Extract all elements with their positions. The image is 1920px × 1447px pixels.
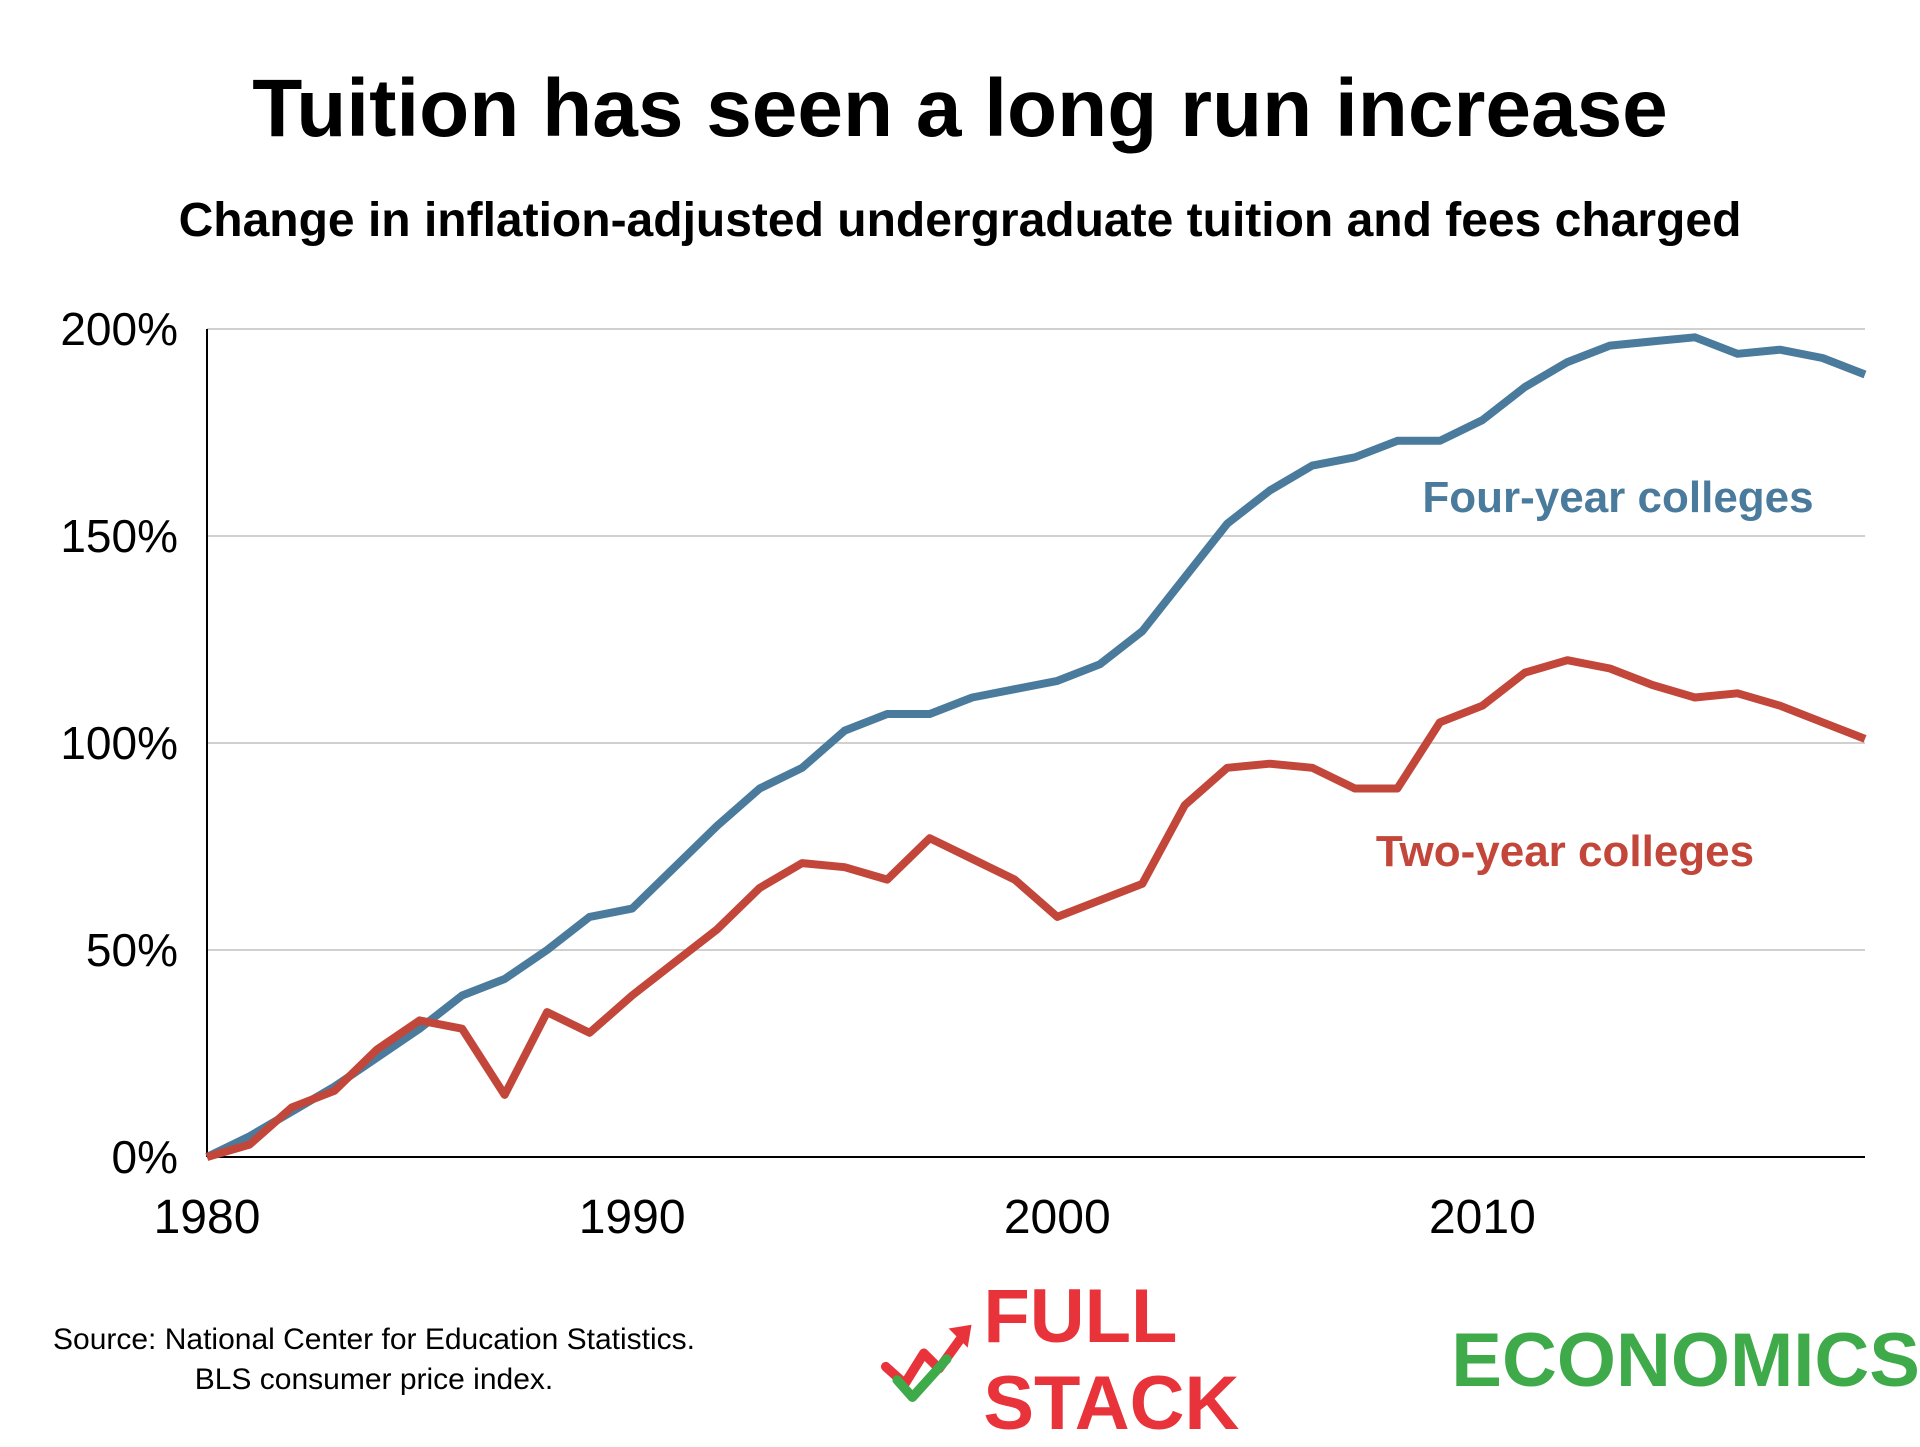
chart-subtitle: Change in inflation-adjusted undergradua… bbox=[178, 194, 1742, 247]
y-tick-label-100: 100% bbox=[60, 717, 178, 769]
gridlines bbox=[207, 328, 1865, 951]
series-line-four-year-colleges bbox=[205, 333, 1867, 1161]
series-label-four-year-colleges: Four-year colleges bbox=[1422, 473, 1813, 522]
y-tick-label-200: 200% bbox=[60, 303, 178, 355]
y-tick-label-0: 0% bbox=[112, 1131, 178, 1183]
axes bbox=[206, 329, 1865, 1158]
series-label-two-year-colleges: Two-year colleges bbox=[1376, 827, 1754, 876]
x-tick-label-1980: 1980 bbox=[154, 1191, 261, 1244]
trend-check-icon bbox=[880, 1324, 972, 1402]
x-axis-tick-labels: 1980 1990 2000 2010 bbox=[154, 1191, 1536, 1244]
series-lines bbox=[205, 333, 1867, 1161]
y-tick-label-50: 50% bbox=[86, 924, 178, 976]
x-tick-label-2000: 2000 bbox=[1004, 1191, 1111, 1244]
line-chart: 0% 50% 100% 150% 200% 1980 1990 2000 2010 Four-… bbox=[60, 303, 1867, 1244]
series-labels: Four-year colleges Two-year colleges bbox=[1376, 473, 1814, 876]
source-line-2: BLS consumer price index. bbox=[194, 1363, 554, 1396]
chart-title: Tuition has seen a long run increase bbox=[252, 63, 1668, 154]
y-tick-label-150: 150% bbox=[60, 510, 178, 562]
brand-logo: FULL STACK ECONOMICS bbox=[880, 1274, 1920, 1446]
series-line-two-year-colleges bbox=[205, 656, 1867, 1161]
source-note: Source: National Center for Education St… bbox=[24, 1320, 724, 1400]
brand-word-economics: ECONOMICS bbox=[1451, 1317, 1920, 1403]
x-tick-label-2010: 2010 bbox=[1429, 1191, 1536, 1244]
y-axis-tick-labels: 0% 50% 100% 150% 200% bbox=[60, 303, 178, 1183]
brand-word-full-stack: FULL STACK bbox=[983, 1274, 1240, 1446]
x-tick-label-1990: 1990 bbox=[579, 1191, 686, 1244]
source-line-1: Source: National Center for Education St… bbox=[53, 1323, 695, 1356]
